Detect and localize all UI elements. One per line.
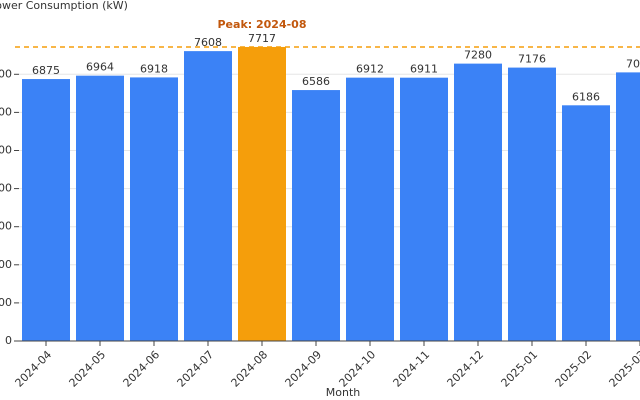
value-label: 7280 [464, 49, 492, 62]
y-tick-label: 2000 [0, 258, 12, 271]
value-label: 6911 [410, 63, 438, 76]
y-tick-label: 5000 [0, 143, 12, 156]
x-tick-label: 2024-12 [445, 348, 487, 390]
value-label: 6875 [32, 64, 60, 77]
value-label: 7717 [248, 32, 276, 45]
x-tick-label: 2024-06 [121, 348, 163, 390]
value-label: 7176 [518, 53, 546, 66]
bar [562, 105, 610, 341]
bar [346, 77, 394, 342]
y-axis-title: Power Consumption (kW) [0, 0, 128, 12]
x-tick-label: 2024-10 [337, 348, 379, 390]
value-label: 6586 [302, 75, 330, 88]
bar [508, 67, 556, 341]
bar [184, 51, 232, 341]
bar [292, 90, 340, 341]
value-label: 7050 [626, 57, 640, 70]
value-label: 6918 [140, 62, 168, 75]
x-tick-label: 2024-04 [13, 348, 55, 390]
y-tick-label: 4000 [0, 182, 12, 195]
x-tick-label: 2025-03 [607, 348, 640, 390]
y-tick-label: 6000 [0, 105, 12, 118]
bar [616, 72, 640, 341]
bar [22, 79, 70, 341]
x-tick-label: 2024-08 [229, 348, 271, 390]
value-label: 6964 [86, 61, 114, 74]
bar [454, 63, 502, 342]
x-tick-label: 2024-09 [283, 348, 325, 390]
x-tick-label: 2024-05 [67, 348, 109, 390]
value-label: 6912 [356, 63, 384, 76]
value-label: 7608 [194, 36, 222, 49]
peak-annotation: Peak: 2024-08 [218, 18, 307, 31]
bar [130, 77, 178, 342]
bar [76, 75, 124, 342]
x-tick-label: 2025-02 [553, 348, 595, 390]
x-tick-label: 2025-01 [499, 348, 541, 390]
y-tick-label: 3000 [0, 220, 12, 233]
value-label: 6186 [572, 90, 600, 103]
y-tick-label: 7000 [0, 67, 12, 80]
bar [400, 77, 448, 341]
x-axis-title: Month [326, 386, 361, 399]
y-tick-label: 1000 [0, 296, 12, 309]
y-tick-label: 0 [5, 334, 12, 347]
x-tick-label: 2024-07 [175, 348, 217, 390]
bar [238, 46, 286, 341]
x-tick-label: 2024-11 [391, 348, 433, 390]
